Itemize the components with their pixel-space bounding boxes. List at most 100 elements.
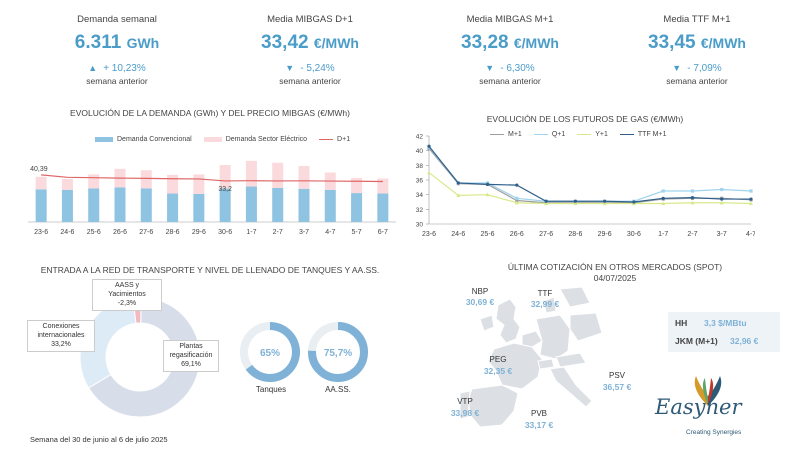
kpi-value: 6.311 GWh <box>74 32 160 53</box>
series-point <box>573 199 577 203</box>
gauge-aass-label: AA.SS. <box>325 385 351 394</box>
series-point <box>749 189 753 193</box>
market-psv-value: 36,57 € <box>602 382 632 392</box>
series-line-ttf-m-1 <box>428 145 751 203</box>
y-tick-label: 32 <box>416 207 424 214</box>
callout-plantas: Plantas regasificación 69,1% <box>163 340 219 373</box>
series-point <box>485 192 490 197</box>
map-poland <box>569 312 603 342</box>
x-tick-label: 1-7 <box>246 229 256 236</box>
bar-electric <box>298 166 310 189</box>
arrow-down-icon: ▼ <box>485 63 495 73</box>
market-vtp-name: VTP <box>457 397 473 406</box>
gauge-aass-value: 75,7% <box>324 348 352 359</box>
map-switzerland <box>537 358 555 370</box>
series-point <box>749 197 753 201</box>
x-tick-label: 1-7 <box>658 231 668 238</box>
y-tick-label: 38 <box>416 163 424 170</box>
kpi-mibgas-m1: Media MIBGAS M+1 33,28 €/MWh ▼ - 6,30% se… <box>425 14 595 86</box>
demand-chart-title: EVOLUCIÓN DE LA DEMANDA (GWh) Y DEL PREC… <box>70 108 350 118</box>
bar-conventional <box>35 189 47 222</box>
gauge-tanques-fill <box>245 322 300 382</box>
map-france <box>487 342 543 390</box>
bar-electric <box>193 174 205 194</box>
map-ireland <box>479 314 495 332</box>
network-title: ENTRADA A LA RED DE TRANSPORTE Y NIVEL D… <box>40 265 380 275</box>
series-point <box>720 187 724 192</box>
kpi-subtitle: semana anterior <box>279 76 341 86</box>
series-point <box>602 201 607 206</box>
futures-chart-legend: M+1 Q+1 Y+1 TTF M+1 <box>490 131 679 138</box>
market-ttf-value: 32,99 € <box>530 299 560 309</box>
map-austria <box>555 352 587 368</box>
x-tick-label: 4-7 <box>746 231 755 238</box>
bar-conventional <box>377 193 389 222</box>
market-peg-name: PEG <box>489 355 507 364</box>
legend-item: D+1 <box>319 136 350 143</box>
kpi-ttf-m1: Media TTF M+1 33,45 €/MWh ▼ - 7,09% seman… <box>612 14 782 86</box>
x-tick-label: 3-7 <box>299 229 309 236</box>
legend-item: Demanda Convencional <box>95 136 192 143</box>
arrow-down-icon: ▼ <box>672 63 682 73</box>
demand-chart: 23-6 24-6 25-6 26-6 27-6 28-6 29-6 30-6 1-7 2-7 3-… <box>28 160 396 236</box>
series-point <box>515 183 519 187</box>
bar-electric <box>35 176 47 190</box>
x-tick-label: 30-6 <box>218 229 232 236</box>
map-germany <box>535 314 571 360</box>
kpi-subtitle: semana anterior <box>86 76 148 86</box>
series-point <box>690 196 695 200</box>
bar-conventional <box>245 186 257 222</box>
x-tick-label: 30-6 <box>627 231 641 238</box>
gauge-tanques-label: Tanques <box>255 385 287 394</box>
x-tick-label: 3-7 <box>717 231 727 238</box>
y-tick-label: 42 <box>416 134 424 141</box>
europe-map <box>459 286 603 428</box>
bar-electric <box>219 165 231 189</box>
x-tick-label: 4-7 <box>325 229 335 236</box>
series-line-q-1 <box>428 146 752 202</box>
x-tick-label: 2-7 <box>687 231 697 238</box>
x-tick-label: 2-7 <box>273 229 283 236</box>
series-point <box>485 182 490 186</box>
demand-chart-legend: Demanda Convencional Demanda Sector Eléc… <box>95 136 362 143</box>
bar-electric <box>140 170 152 189</box>
gauge-aass: 75,7% <box>308 322 368 382</box>
kpi-subtitle: semana anterior <box>666 76 728 86</box>
callout-conexiones: Conexiones internacionales 33,2% <box>27 320 95 353</box>
data-label-first: 40,39 <box>30 166 48 173</box>
series-point <box>544 201 549 206</box>
kpi-value: 33,28 €/MWh <box>461 32 559 53</box>
bar-conventional <box>140 188 152 222</box>
callout-aass: AASS y Yacimientos -2,3% <box>92 279 162 312</box>
market-vtp-value: 33,98 € <box>450 408 480 418</box>
bar-conventional <box>61 189 73 222</box>
map-uk <box>495 298 521 344</box>
series-point <box>690 200 695 205</box>
gauge-tanques: 65% <box>240 322 300 382</box>
series-point <box>720 197 724 201</box>
series-line-d1 <box>41 174 383 183</box>
kpi-change: ▲ + 10,23% <box>88 63 146 74</box>
series-point <box>515 198 519 203</box>
kpi-mibgas-d1: Media MIBGAS D+1 33,42 €/MWh ▼ - 5,24% se… <box>225 14 395 86</box>
x-tick-label: 27-6 <box>139 229 153 236</box>
x-tick-label: 6-7 <box>378 229 388 236</box>
x-tick-label: 27-6 <box>539 231 553 238</box>
series-point <box>427 170 431 175</box>
legend-item: M+1 <box>490 131 522 138</box>
bar-conventional <box>167 193 179 222</box>
series-point <box>661 189 665 193</box>
spot-date: 04/07/2025 <box>593 273 637 283</box>
bar-conventional <box>351 193 363 222</box>
jkm-value: 32,96 € <box>730 336 759 346</box>
x-tick-label: 29-6 <box>192 229 206 236</box>
bar-electric <box>351 178 363 194</box>
x-tick-label: 28-6 <box>568 231 582 238</box>
gauge-aass-fill <box>308 322 368 382</box>
series-point <box>514 200 519 205</box>
kpi-title: Media MIBGAS D+1 <box>267 14 353 25</box>
jkm-name: JKM (M+1) <box>675 336 718 346</box>
x-tick-label: 26-6 <box>510 231 524 238</box>
market-nbp-name: NBP <box>471 287 489 296</box>
kpi-change: ▼ - 5,24% <box>285 63 335 74</box>
